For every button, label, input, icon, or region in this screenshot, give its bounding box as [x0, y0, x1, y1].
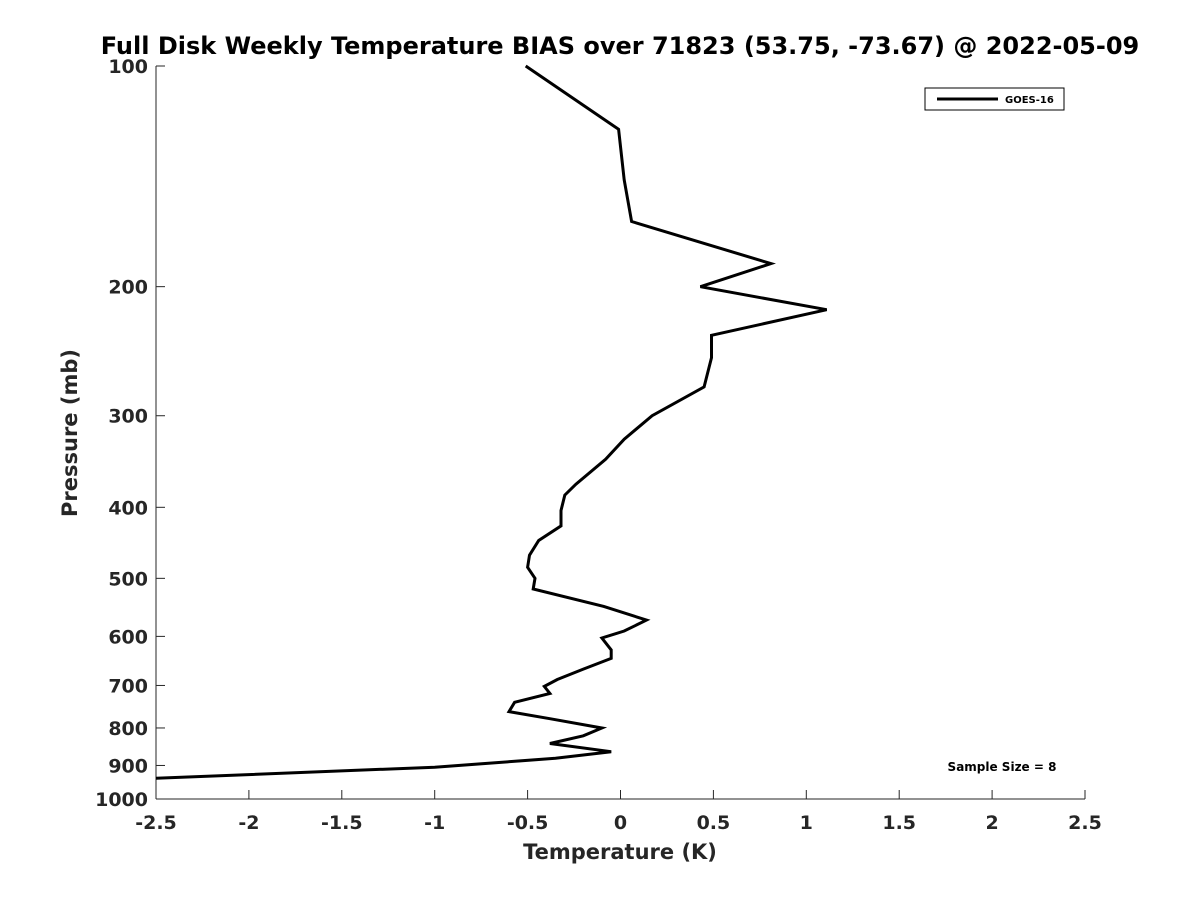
x-tick-label: -2.5 [135, 812, 177, 834]
legend: GOES-16 [924, 87, 1065, 111]
x-tick-label: 2 [985, 812, 998, 834]
legend-label-goes-16: GOES-16 [1005, 95, 1054, 106]
x-tick-label: 2.5 [1068, 812, 1102, 834]
y-tick-label: 400 [108, 497, 148, 519]
x-tick-label: 1 [800, 812, 813, 834]
y-tick-label: 500 [108, 568, 148, 590]
x-tick-label: 0 [614, 812, 627, 834]
y-tick-label: 700 [108, 675, 148, 697]
x-tick-label: 1.5 [882, 812, 916, 834]
x-tick-label: -1.5 [321, 812, 363, 834]
x-tick-label: 0.5 [697, 812, 731, 834]
x-axis-label: Temperature (K) [523, 840, 717, 864]
x-tick-label: -0.5 [507, 812, 549, 834]
plot-area [156, 66, 1085, 799]
sample-size-annotation: Sample Size = 8 [948, 760, 1057, 774]
y-tick-label: 300 [108, 406, 148, 428]
y-axis-ticks: 100 200 300 400 500 600 700 800 900 1000 [95, 56, 165, 811]
x-tick-label: -2 [238, 812, 259, 834]
y-tick-label: 600 [108, 626, 148, 648]
y-tick-label: 100 [108, 56, 148, 78]
y-tick-label: 900 [108, 755, 148, 777]
x-tick-label: -1 [424, 812, 445, 834]
chart-title: Full Disk Weekly Temperature BIAS over 7… [101, 32, 1140, 60]
y-axis-label: Pressure (mb) [58, 349, 82, 517]
y-tick-label: 800 [108, 718, 148, 740]
series-line-goes-16 [155, 64, 828, 780]
y-tick-label: 200 [108, 277, 148, 299]
y-tick-label: 1000 [95, 789, 148, 811]
x-axis-ticks: -2.5 -2 -1.5 -1 -0.5 0 0.5 1 1.5 2 2.5 [135, 790, 1102, 834]
